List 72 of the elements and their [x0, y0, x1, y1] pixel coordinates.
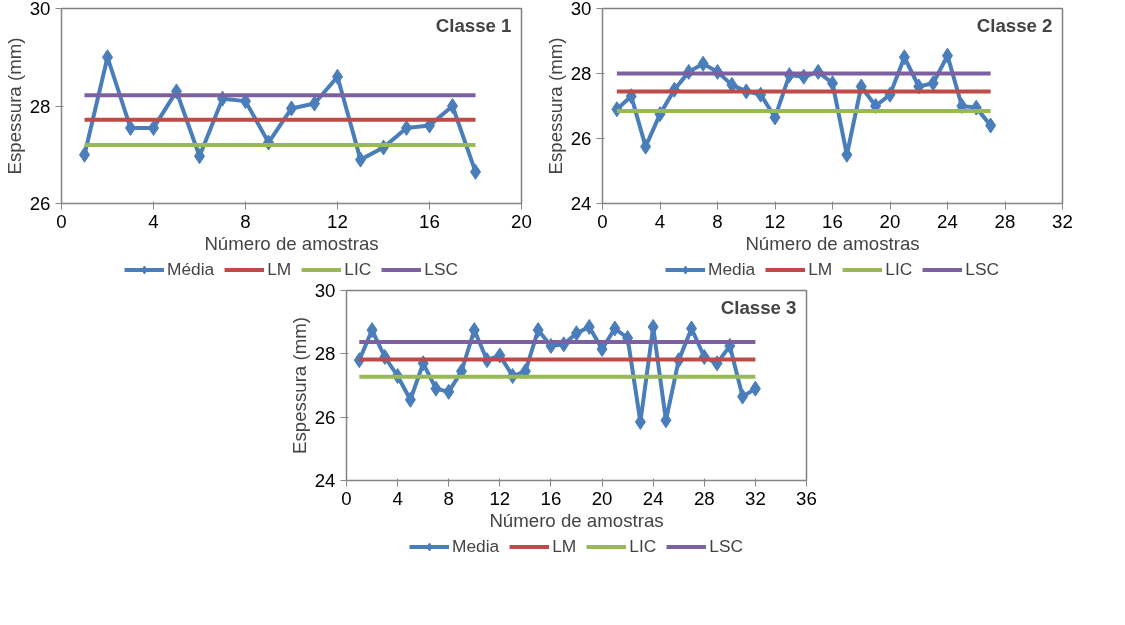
y-tick-label: 24 — [314, 470, 336, 491]
y-tick-label: 30 — [29, 0, 51, 19]
point — [697, 55, 709, 72]
legend-label: Média — [167, 258, 215, 280]
x-tick-label: 8 — [712, 210, 723, 232]
point — [443, 383, 455, 400]
legend-label: LIC — [885, 258, 913, 280]
x-tick-label: 16 — [822, 210, 843, 232]
point — [749, 380, 761, 397]
x-tick-label: 4 — [148, 210, 159, 232]
x-tick-label: 24 — [937, 210, 958, 232]
point — [609, 320, 621, 337]
x-tick-label: 28 — [994, 210, 1016, 232]
x-tick-label: 0 — [597, 210, 608, 232]
x-axis-title: Número de amostras — [204, 232, 379, 254]
y-tick-label: 28 — [314, 343, 336, 365]
point — [468, 322, 480, 339]
x-tick-label: 20 — [591, 487, 613, 509]
x-tick-label: 8 — [240, 210, 251, 232]
point — [985, 117, 997, 134]
legend-label: LM — [552, 535, 577, 557]
y-axis-title: Espessura (mm) — [3, 37, 25, 175]
legend-label: LSC — [709, 535, 743, 557]
x-axis-title: Número de amostras — [489, 509, 664, 531]
y-tick-label: 28 — [570, 63, 592, 84]
x-tick-label: 0 — [56, 210, 67, 232]
point — [737, 388, 749, 405]
legend-label: LSC — [965, 258, 999, 280]
x-tick-label: 16 — [419, 210, 440, 232]
y-tick-label: 30 — [314, 280, 336, 301]
y-tick-label: 26 — [314, 406, 336, 428]
y-tick-label: 24 — [570, 193, 592, 214]
point — [898, 49, 910, 66]
point — [532, 322, 544, 339]
point — [583, 318, 595, 335]
legend-label: LIC — [344, 258, 372, 280]
chart-title: Classe 1 — [435, 14, 512, 36]
point — [927, 75, 939, 92]
x-tick-label: 8 — [443, 487, 454, 509]
x-tick-label: 0 — [341, 487, 352, 509]
chart-title: Classe 2 — [976, 14, 1053, 36]
y-axis-title: Espessura (mm) — [544, 37, 566, 175]
x-tick-label: 36 — [796, 487, 817, 509]
x-tick-label: 16 — [540, 487, 562, 509]
y-tick-label: 28 — [29, 95, 51, 117]
point — [640, 138, 652, 155]
y-tick-label: 26 — [570, 128, 592, 149]
legend-label: LM — [808, 258, 833, 280]
x-tick-label: 24 — [642, 487, 664, 509]
x-tick-label: 32 — [1052, 210, 1073, 232]
legend-label: Media — [452, 535, 500, 557]
x-tick-label: 12 — [489, 487, 511, 509]
x-tick-label: 28 — [693, 487, 715, 509]
legend-label: LSC — [424, 258, 458, 280]
y-tick-label: 30 — [570, 0, 592, 19]
chart-title: Classe 3 — [720, 296, 797, 318]
x-tick-label: 20 — [511, 210, 532, 232]
point — [366, 322, 378, 339]
point — [404, 391, 416, 408]
x-tick-label: 32 — [745, 487, 766, 509]
x-axis-title: Número de amostras — [745, 232, 920, 254]
y-tick-label: 26 — [29, 193, 51, 214]
x-tick-label: 12 — [764, 210, 786, 232]
y-axis-title: Espessura (mm) — [288, 317, 310, 454]
legend-label: LIC — [629, 535, 657, 557]
x-tick-label: 4 — [392, 487, 403, 509]
x-tick-label: 20 — [879, 210, 901, 232]
x-tick-label: 4 — [654, 210, 666, 232]
point — [430, 380, 442, 397]
legend-label: Media — [708, 258, 756, 280]
legend-label: LM — [267, 258, 292, 280]
x-tick-label: 12 — [327, 210, 348, 232]
